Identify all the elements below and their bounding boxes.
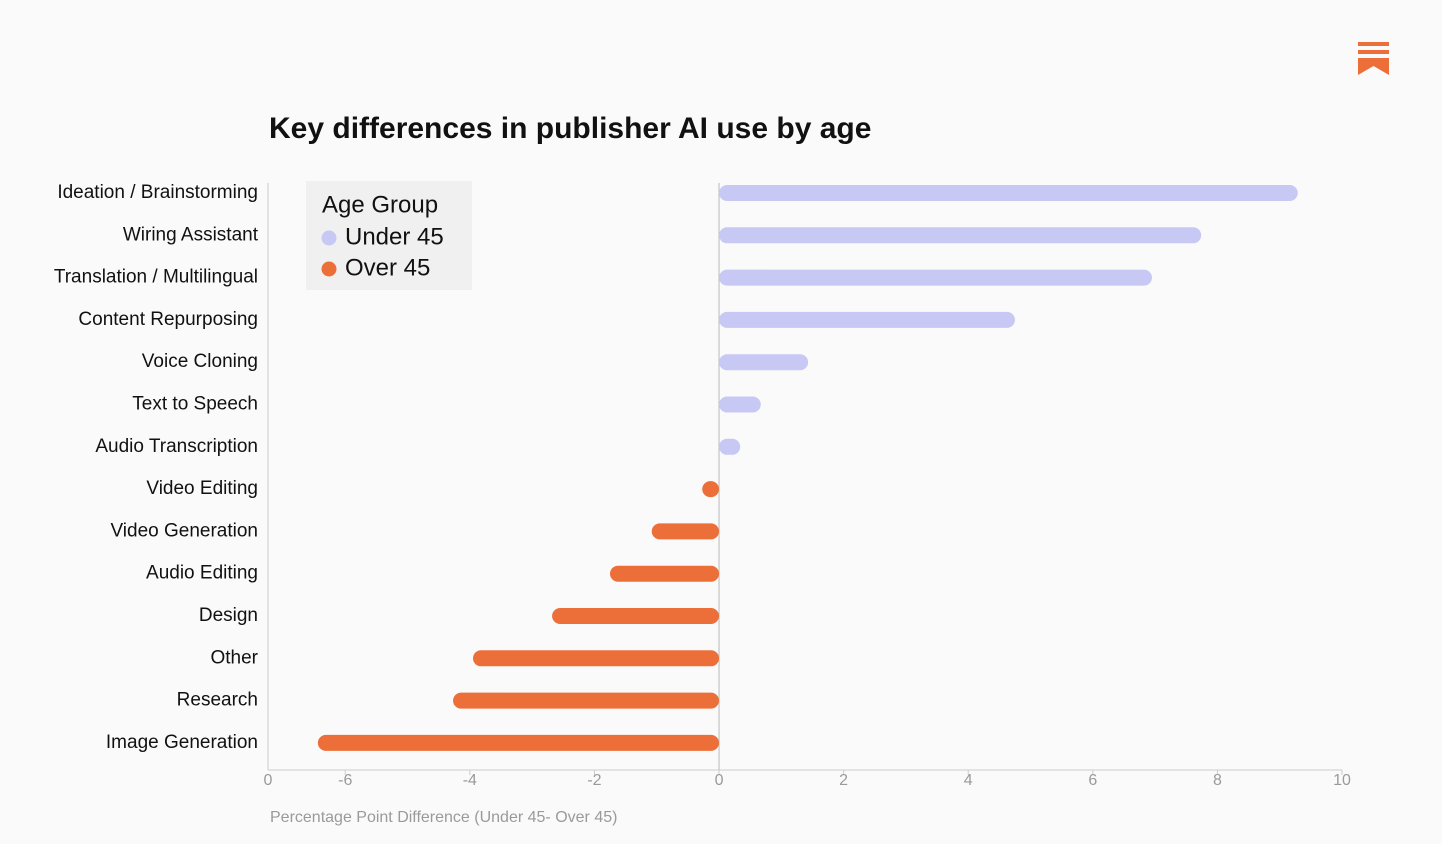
bar	[453, 692, 720, 709]
x-tick-label: 8	[1213, 772, 1222, 789]
y-tick-label: Design	[199, 605, 258, 626]
y-tick-label: Voice Cloning	[142, 351, 258, 372]
bar	[552, 608, 720, 624]
bar	[719, 269, 1152, 286]
bar	[651, 523, 720, 540]
y-tick-label: Other	[210, 647, 258, 668]
x-tick-label: 2	[839, 772, 848, 789]
legend-swatch	[321, 261, 337, 277]
bar	[472, 650, 720, 667]
bar	[702, 481, 720, 498]
x-tick-label: -4	[463, 772, 477, 789]
x-tick-label: 0	[715, 772, 724, 789]
y-tick-label: Image Generation	[106, 732, 258, 753]
bar	[719, 396, 761, 413]
legend-title: Age Group	[322, 191, 438, 218]
bar	[719, 354, 809, 371]
bar	[719, 227, 1202, 244]
bar	[317, 734, 720, 751]
y-tick-label: Video Generation	[110, 520, 258, 541]
x-tick-label: -2	[587, 772, 601, 789]
legend-label: Over 45	[345, 254, 430, 281]
y-tick-label: Ideation / Brainstorming	[57, 182, 258, 203]
y-tick-label: Audio Transcription	[95, 436, 258, 457]
x-tick-label: 10	[1333, 772, 1351, 789]
bar	[610, 565, 720, 582]
y-tick-label: Video Editing	[146, 478, 258, 499]
bar	[719, 438, 741, 455]
y-tick-label: Content Repurposing	[78, 309, 258, 330]
logo	[1358, 42, 1389, 75]
y-tick-label: Research	[177, 690, 258, 711]
x-tick-label: -6	[338, 772, 352, 789]
axis-origin-label: 0	[264, 772, 273, 789]
x-tick-label: 6	[1088, 772, 1097, 789]
y-tick-label: Audio Editing	[146, 563, 258, 584]
bar	[719, 311, 1015, 328]
y-tick-label: Wiring Assistant	[123, 224, 259, 245]
x-tick-label: 4	[964, 772, 973, 789]
y-tick-label: Text to Speech	[132, 394, 258, 415]
bar	[719, 185, 1298, 201]
y-tick-label: Translation / Multilingual	[54, 267, 258, 288]
chart-title: Key differences in publisher AI use by a…	[269, 112, 871, 145]
legend-swatch	[321, 230, 337, 246]
x-axis-label: Percentage Point Difference (Under 45- O…	[270, 809, 617, 826]
legend-label: Under 45	[345, 223, 444, 250]
